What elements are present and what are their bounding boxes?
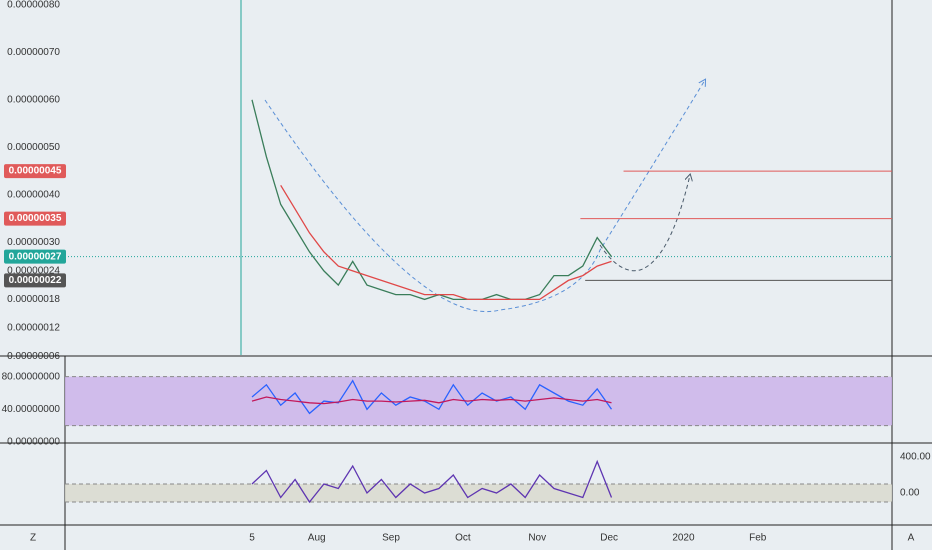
y-tick-label: 0.00000060	[7, 94, 60, 105]
y-tick-label: 0.00000050	[7, 142, 60, 153]
y-tick-label: 0.00000024	[7, 266, 60, 277]
y-tick-label: 0.00000000	[7, 437, 60, 448]
y-tick-label: 0.00000018	[7, 294, 60, 305]
band	[65, 484, 892, 503]
band	[65, 376, 892, 426]
x-tick-label: Nov	[528, 533, 546, 544]
series-line	[251, 99, 613, 301]
y-tick-label: 0.00000030	[7, 237, 60, 248]
projection-arrow	[599, 175, 690, 272]
x-tick-label: Dec	[600, 533, 618, 544]
x-tick-label: 2020	[672, 533, 695, 544]
corner-label: A	[908, 533, 915, 544]
price-badge-label: 0.00000045	[9, 166, 62, 177]
y-tick-label: 80.00000000	[2, 371, 61, 382]
y-tick-label: 0.00000006	[7, 351, 60, 362]
price-badge	[4, 211, 66, 226]
y-tick-label: 0.00000012	[7, 323, 60, 334]
y-tick-label: 40.00000000	[2, 404, 61, 415]
price-badge	[4, 164, 66, 179]
series-line	[251, 459, 613, 504]
projection-arrow	[264, 80, 705, 312]
series-line	[280, 184, 612, 301]
y-tick-label: 0.00000070	[7, 47, 60, 58]
x-tick-label: Aug	[308, 533, 326, 544]
series-line	[251, 379, 613, 415]
price-badge-label: 0.00000022	[9, 275, 62, 286]
x-tick-label: Sep	[382, 533, 400, 544]
series-line	[251, 396, 612, 405]
x-tick-label: Oct	[455, 533, 471, 544]
y-tick-label: 0.00	[900, 488, 920, 499]
y-tick-label: 0.00000040	[7, 189, 60, 200]
price-badge-label: 0.00000035	[9, 213, 62, 224]
y-tick-label: 0.00000080	[7, 0, 60, 10]
y-tick-label: 400.00	[900, 452, 931, 463]
price-badge	[4, 249, 66, 264]
x-tick-label: 5	[249, 533, 255, 544]
price-badge-label: 0.00000027	[9, 251, 62, 262]
corner-label: Z	[30, 533, 36, 544]
price-badge	[4, 273, 66, 288]
x-tick-label: Feb	[749, 533, 767, 544]
